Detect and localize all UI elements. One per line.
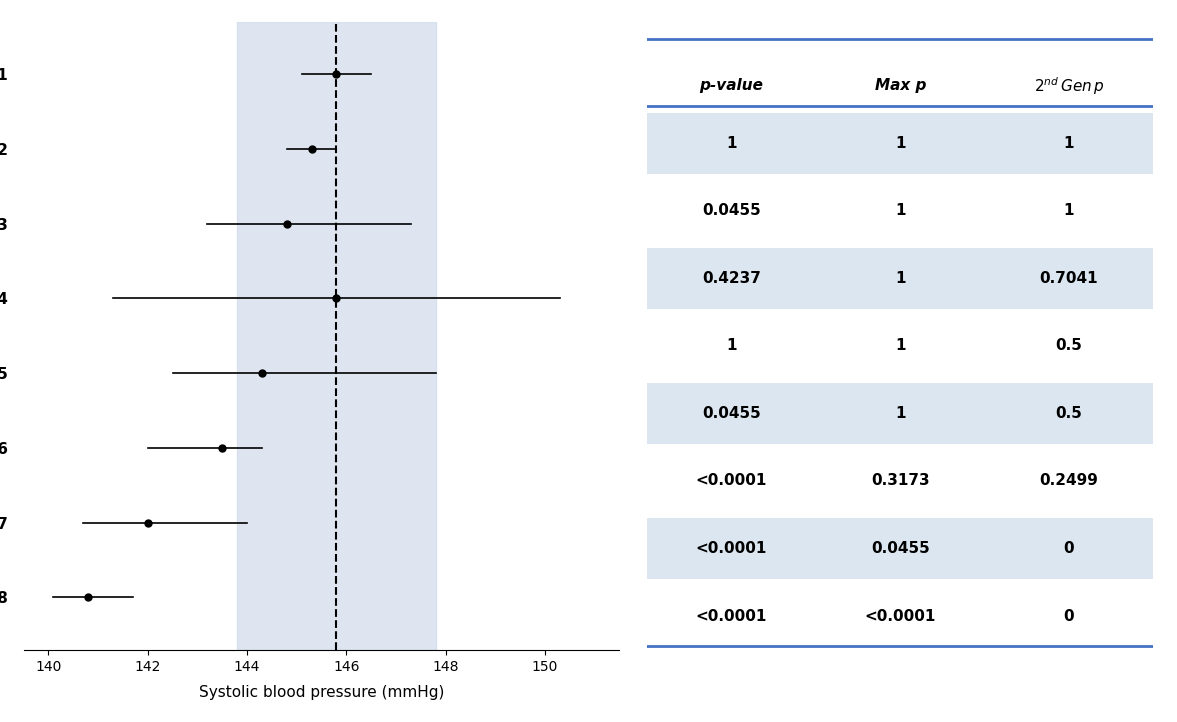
Text: 0: 0 <box>1064 609 1075 624</box>
Text: <0.0001: <0.0001 <box>696 541 767 556</box>
Text: 0.2499: 0.2499 <box>1039 474 1098 489</box>
X-axis label: Systolic blood pressure (mmHg): Systolic blood pressure (mmHg) <box>199 684 444 700</box>
FancyBboxPatch shape <box>647 518 1153 579</box>
FancyBboxPatch shape <box>647 113 1153 173</box>
Text: 0: 0 <box>1064 541 1075 556</box>
Bar <box>237 22 435 650</box>
Text: 1: 1 <box>895 136 905 151</box>
Text: 1: 1 <box>895 204 905 218</box>
FancyBboxPatch shape <box>647 383 1153 444</box>
Text: 0.7041: 0.7041 <box>1039 271 1098 286</box>
Text: 1: 1 <box>726 136 737 151</box>
Text: 1: 1 <box>726 339 737 353</box>
Text: 1: 1 <box>895 271 905 286</box>
Text: 1: 1 <box>895 339 905 353</box>
Text: 0.0455: 0.0455 <box>701 406 760 421</box>
Text: <0.0001: <0.0001 <box>696 609 767 624</box>
FancyBboxPatch shape <box>647 248 1153 309</box>
Text: <0.0001: <0.0001 <box>696 474 767 489</box>
Text: 0.3173: 0.3173 <box>871 474 930 489</box>
Text: 0.0455: 0.0455 <box>871 541 930 556</box>
Text: 0.0455: 0.0455 <box>701 204 760 218</box>
Text: 0.4237: 0.4237 <box>701 271 760 286</box>
Text: 1: 1 <box>895 406 905 421</box>
Text: 1: 1 <box>1064 136 1075 151</box>
Text: 0.5: 0.5 <box>1056 339 1083 353</box>
Text: 1: 1 <box>1064 204 1075 218</box>
Text: 0.5: 0.5 <box>1056 406 1083 421</box>
Text: Max p: Max p <box>875 78 926 93</box>
Text: p-value: p-value <box>699 78 764 93</box>
Text: $\mathit{2^{nd}\,Gen\,p}$: $\mathit{2^{nd}\,Gen\,p}$ <box>1033 75 1104 97</box>
Text: <0.0001: <0.0001 <box>865 609 936 624</box>
